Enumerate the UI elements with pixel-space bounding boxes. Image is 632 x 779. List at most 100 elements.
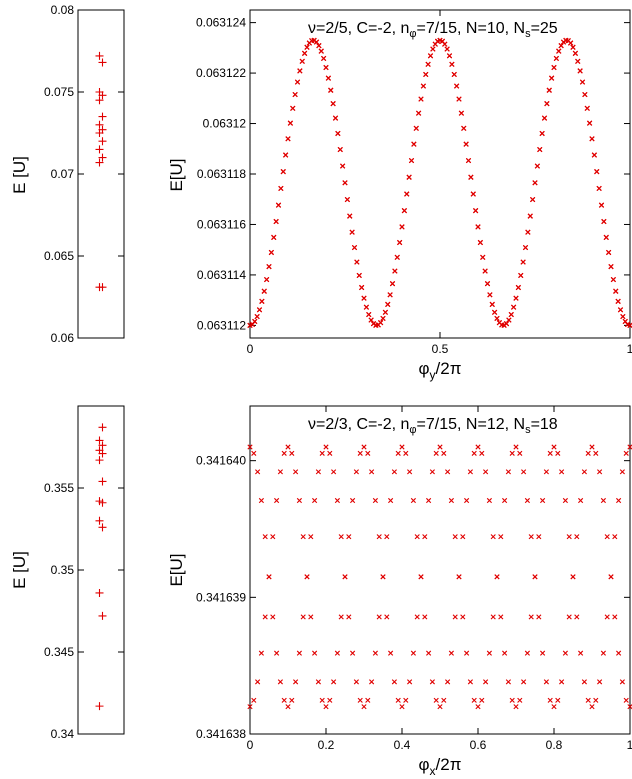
bottom-flow-point [247, 444, 253, 450]
bottom-spectrum-point [95, 436, 104, 445]
bottom-flow-point [262, 614, 268, 620]
bottom-flow-point [429, 469, 435, 475]
top-flow-point [451, 71, 457, 78]
bottom-spectrum-point [95, 702, 104, 711]
bottom-flow-point [502, 497, 508, 504]
top-flow-point [480, 254, 486, 260]
bottom-flow-point [498, 534, 504, 540]
bottom-flow-point [281, 697, 287, 703]
top-flow-point [413, 125, 419, 131]
bottom-flow-point [483, 469, 489, 475]
bottom-flow-xtick-label: 0 [247, 738, 254, 752]
bottom-flow-point [357, 450, 363, 456]
bottom-flow-point [323, 704, 329, 710]
top-spectrum-point [98, 125, 107, 134]
top-flow-point [299, 58, 305, 64]
bottom-flow-point [262, 534, 268, 540]
top-flow-point [525, 229, 531, 235]
top-flow-point [534, 163, 540, 169]
bottom-flow-xtick-label: 0.4 [394, 738, 411, 752]
bottom-flow-point [315, 679, 321, 685]
top-flow-point [620, 313, 626, 320]
bottom-spectrum-point [95, 446, 104, 455]
top-flow-ytick-label: 0.063114 [197, 268, 246, 282]
top-flow-point [575, 58, 581, 64]
top-flow-point [321, 55, 327, 62]
top-flow-ytick-label: 0.063122 [196, 66, 246, 80]
top-flow-point [394, 254, 400, 260]
bottom-flow-point [266, 574, 272, 580]
top-flow-point [273, 218, 279, 225]
top-flow-point [427, 53, 434, 59]
bottom-flow-point [612, 534, 618, 540]
top-flow-point [494, 315, 500, 321]
top-flow-point [347, 213, 353, 219]
top-spectrum-point [98, 137, 107, 146]
bottom-flow-point [532, 574, 538, 580]
top-flow-point [408, 157, 415, 164]
bottom-flow-point [285, 704, 291, 710]
bottom-flow-point [593, 697, 599, 703]
chart-marks: 0.06 0.065 0.07 0.075 0.08 0.063112 0.063114 0.… [44, 3, 632, 752]
bottom-flow-point [464, 650, 470, 656]
bottom-flow-point [350, 497, 356, 504]
bottom-flow-point [612, 614, 618, 620]
bottom-flow-point [627, 704, 632, 710]
bottom-flow-point [600, 650, 606, 656]
top-flow-point [344, 196, 350, 203]
bottom-flow-point [574, 614, 580, 620]
bottom-flow-point [410, 650, 416, 656]
top-flow-point [522, 244, 529, 251]
bottom-flow-point [581, 469, 587, 475]
bottom-flow-point [323, 444, 329, 450]
bottom-flow-ylabel: E[U] [167, 553, 186, 586]
bottom-flow-point [517, 697, 523, 703]
top-flow-point [594, 169, 600, 175]
bottom-flow-point [528, 614, 534, 620]
bottom-flow-point [407, 469, 413, 475]
bottom-flow-point [391, 679, 397, 685]
top-flow-frame [249, 9, 631, 339]
bottom-flow-point [308, 534, 314, 540]
top-flow-point [601, 218, 607, 225]
top-flow-point [444, 46, 450, 52]
top-flow-point [475, 224, 481, 230]
top-flow-point [572, 50, 578, 56]
top-flow-point [520, 259, 526, 265]
top-flow-point [558, 43, 564, 49]
bottom-flow-point [338, 534, 344, 540]
top-flow-point [256, 307, 263, 313]
top-flow-point [337, 146, 343, 153]
top-flow-point [297, 68, 303, 74]
bottom-flow-point [327, 697, 333, 703]
bottom-flow-point [296, 497, 302, 504]
top-flow-point [356, 272, 362, 279]
bottom-flow-point [258, 650, 264, 656]
top-spectrum-point [95, 158, 104, 167]
top-flow-point [318, 48, 324, 54]
bottom-flow-point [551, 444, 557, 450]
bottom-spectrum-ytick-label: 0.345 [44, 645, 74, 659]
bottom-flow-point [289, 697, 295, 703]
top-flow-point [465, 157, 472, 164]
bottom-flow-point [441, 697, 447, 703]
top-spectrum-point [95, 145, 104, 154]
bottom-flow-point [426, 650, 432, 656]
bottom-flow-point [270, 614, 276, 620]
top-flow-point [591, 152, 597, 158]
bottom-flow-point [331, 679, 337, 685]
bottom-flow-point [365, 450, 371, 456]
bottom-flow-point [300, 614, 306, 620]
top-flow-point [468, 174, 474, 180]
top-flow-point [278, 185, 284, 192]
top-flow-ytick-label: 0.06312 [203, 117, 247, 131]
top-flow-point [397, 239, 403, 246]
bottom-flow-point [566, 614, 572, 620]
bottom-flow-point [418, 574, 424, 580]
bottom-flow-point [315, 469, 321, 475]
bottom-flow-point [277, 469, 283, 475]
bottom-flow-point [293, 679, 299, 685]
bottom-flow-point [471, 697, 477, 703]
bottom-flow-point [475, 704, 481, 710]
top-flow-point [463, 141, 469, 147]
